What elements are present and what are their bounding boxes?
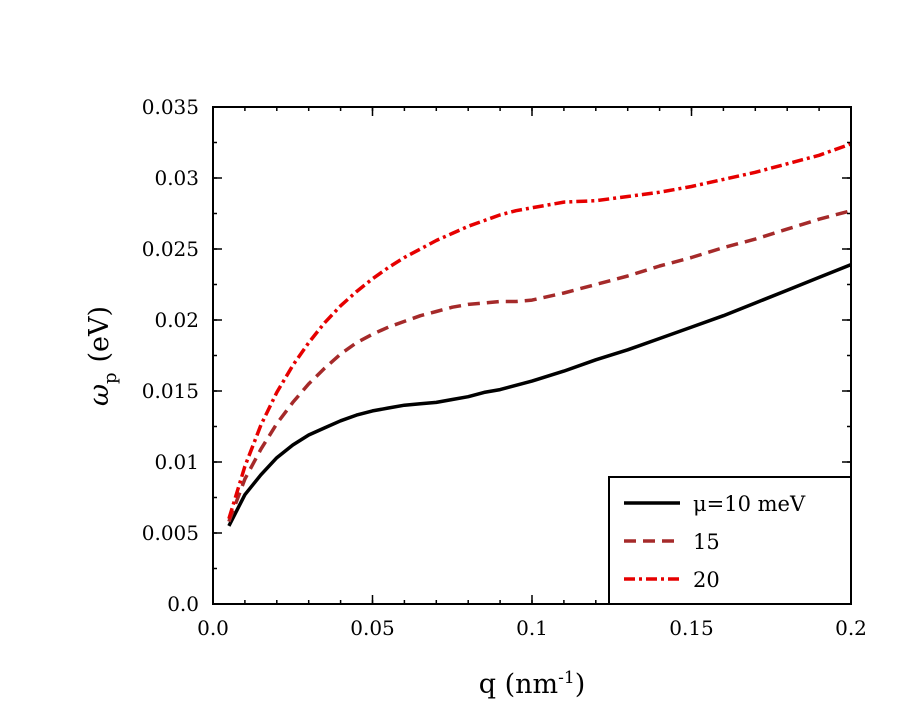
- legend: μ=10 meV 15 20: [608, 476, 852, 605]
- x-axis-title-superscript: -1: [558, 668, 575, 688]
- series-line-3: [227, 142, 852, 520]
- y-tick-label: 0.02: [154, 308, 199, 332]
- y-tick-label: 0.035: [142, 95, 199, 119]
- series-line-2: [227, 209, 852, 523]
- series-layer: [227, 142, 852, 527]
- legend-label-series-3: 20: [693, 568, 720, 592]
- legend-label-series-1: μ=10 meV: [693, 492, 806, 516]
- x-axis-title-main: q (nm: [479, 669, 558, 700]
- y-axis-title: ωp (eV): [84, 306, 121, 406]
- x-tick-label: 0.15: [669, 616, 714, 640]
- tick-layer: 0.0 0.05 0.1 0.15 0.2 0.0 0.005 0.01 0.015 0.02 0.…: [142, 95, 867, 640]
- x-tick-label: 0.0: [197, 616, 229, 640]
- x-axis-title: q (nm-1): [479, 668, 586, 700]
- y-tick-label: 0.025: [142, 237, 199, 261]
- y-tick-label: 0.03: [154, 166, 199, 190]
- x-tick-label: 0.1: [516, 616, 548, 640]
- x-axis-title-close: ): [575, 669, 586, 700]
- x-tick-label: 0.2: [835, 616, 867, 640]
- y-tick-label: 0.005: [142, 521, 199, 545]
- x-tick-label: 0.05: [350, 616, 395, 640]
- plot-frame: [212, 106, 852, 605]
- legend-label-series-2: 15: [693, 530, 720, 554]
- y-tick-label: 0.01: [154, 450, 199, 474]
- y-tick-label: 0.0: [167, 592, 199, 616]
- y-axis-title-symbol: ω: [84, 384, 115, 406]
- y-axis-title-unit: (eV): [84, 306, 115, 363]
- y-axis-title-subscript: p: [100, 372, 121, 384]
- series-line-1: [227, 262, 852, 527]
- y-tick-label: 0.015: [142, 379, 199, 403]
